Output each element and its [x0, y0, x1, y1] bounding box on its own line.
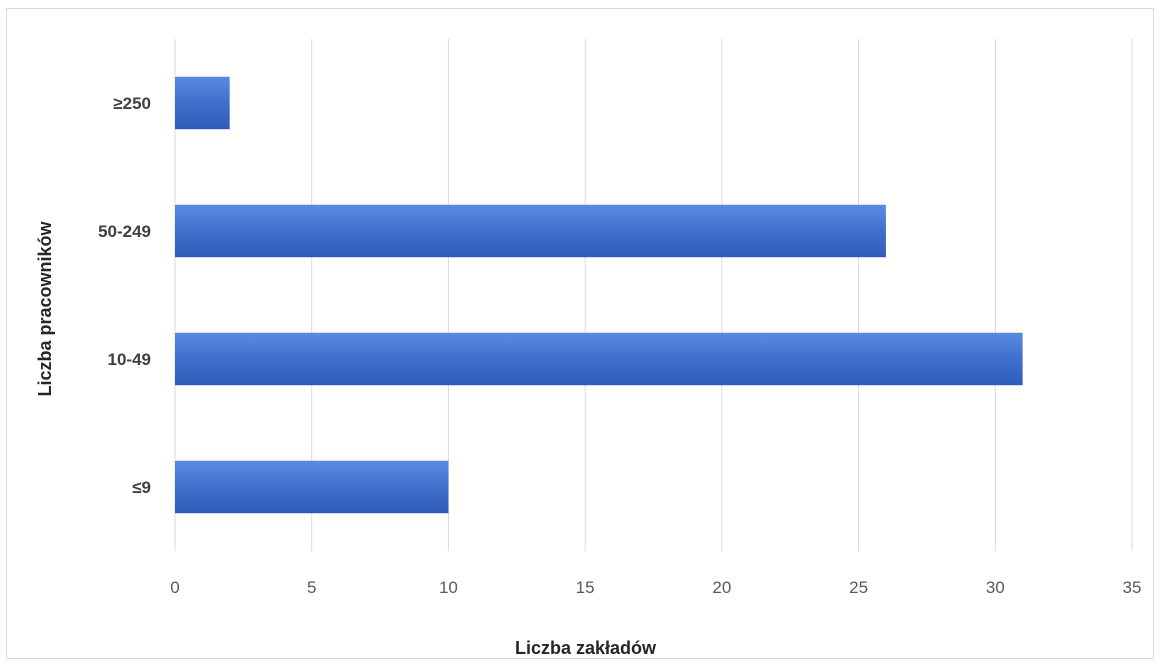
bar: [175, 332, 1023, 386]
y-axis-categories: ≤9 10-49 50-249 ≥250: [98, 94, 151, 497]
x-tick-label: 35: [1123, 578, 1142, 597]
y-category-label: ≤9: [132, 478, 151, 497]
bars: [175, 76, 1023, 514]
x-axis-ticks: 0 5 10 15 20 25 30 35: [170, 578, 1141, 597]
x-tick-label: 0: [170, 578, 179, 597]
bar: [175, 204, 886, 258]
bar: [175, 76, 230, 130]
bar-chart: 0 5 10 15 20 25 30 35 ≤9 10-49 50-249 ≥250 Liczba …: [35, 39, 1141, 658]
x-tick-label: 10: [439, 578, 458, 597]
y-category-label: 50-249: [98, 222, 151, 241]
chart-area: 0 5 10 15 20 25 30 35 ≤9 10-49 50-249 ≥250 Liczba …: [6, 8, 1154, 659]
y-axis-title: Liczba pracowników: [35, 220, 55, 396]
x-axis-title: Liczba zakładów: [515, 638, 657, 658]
y-category-label: 10-49: [108, 350, 151, 369]
y-category-label: ≥250: [113, 94, 151, 113]
x-tick-label: 15: [576, 578, 595, 597]
x-tick-label: 20: [712, 578, 731, 597]
x-tick-label: 25: [849, 578, 868, 597]
bar: [175, 460, 449, 514]
gridlines: [174, 39, 1133, 551]
x-tick-label: 30: [986, 578, 1005, 597]
x-tick-label: 5: [307, 578, 316, 597]
